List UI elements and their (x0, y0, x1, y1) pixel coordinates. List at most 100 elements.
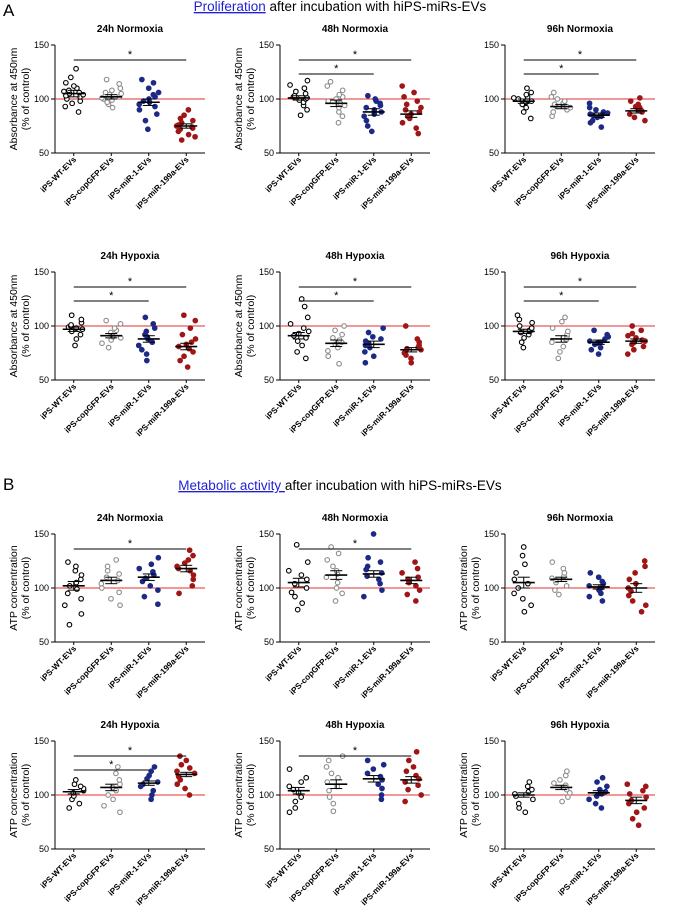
data-point (402, 798, 408, 805)
data-point (557, 777, 563, 783)
panel-letter-b: B (3, 475, 14, 494)
data-point (69, 100, 75, 107)
data-point (586, 796, 592, 803)
data-point (360, 593, 367, 600)
data-point (412, 559, 418, 565)
chart-title: 48h Hypoxia (326, 720, 385, 731)
data-point (589, 117, 596, 124)
data-point (415, 130, 422, 137)
data-point (406, 757, 412, 764)
chart-1: 24h Normoxia 50 100 150 Absorbance at 450nm(… (8, 24, 205, 211)
data-point (555, 355, 562, 362)
data-point (514, 312, 521, 319)
data-point (586, 593, 593, 600)
data-point (518, 339, 525, 346)
data-point (403, 101, 410, 108)
data-point (336, 91, 343, 98)
data-point (300, 325, 307, 332)
data-point (151, 764, 158, 770)
data-point (526, 779, 533, 785)
data-point (330, 808, 337, 815)
y-tick-label: 50 (39, 637, 49, 647)
data-point (294, 606, 301, 613)
data-point (364, 563, 371, 570)
y-axis-label: Absorbance at 450nm (8, 274, 20, 377)
data-point (341, 323, 347, 329)
data-point (292, 805, 299, 811)
data-point (521, 335, 527, 341)
data-point (330, 563, 336, 570)
data-point (626, 791, 633, 797)
data-point (552, 587, 558, 594)
data-point (287, 82, 293, 88)
y-tick-label: 100 (259, 583, 274, 593)
significance-star: * (128, 276, 133, 288)
chart-title: 24h Hypoxia (101, 251, 160, 262)
data-point (642, 783, 649, 790)
data-point (410, 764, 417, 770)
y-tick-label: 50 (39, 148, 49, 158)
data-point (148, 561, 155, 568)
data-point (588, 346, 595, 353)
data-point (513, 570, 519, 576)
data-point (378, 792, 385, 798)
data-point (113, 770, 119, 777)
data-point (150, 787, 157, 794)
data-point (599, 774, 606, 781)
data-point (186, 792, 193, 798)
y-axis-label: (% of control) (245, 295, 257, 357)
data-point (286, 809, 293, 816)
data-point (138, 346, 145, 353)
data-point (150, 91, 157, 98)
data-point (404, 591, 411, 598)
data-point (640, 343, 647, 350)
y-tick-label: 50 (39, 844, 49, 854)
data-point (143, 357, 150, 364)
data-point (364, 770, 371, 777)
data-point (118, 90, 125, 97)
data-point (411, 89, 417, 96)
data-point (638, 608, 645, 615)
y-tick-label: 100 (34, 321, 49, 331)
x-tick-label: iPS-WT-EVs (489, 155, 528, 194)
data-point (414, 565, 421, 572)
section-b-title-underlined: Metabolic activity (178, 478, 285, 493)
data-point (61, 602, 68, 609)
data-point (174, 781, 181, 788)
chart-title: 24h Normoxia (97, 24, 164, 35)
x-tick-label: iPS-WT-EVs (264, 382, 303, 421)
chart-10: 24h Hypoxia 50 100 150 ATP concentration (% o… (8, 720, 205, 907)
x-tick-label: iPS-WT-EVs (39, 382, 78, 421)
data-point (399, 570, 405, 576)
data-point (625, 332, 631, 339)
data-point (301, 85, 308, 92)
y-axis-label: ATP concentration (458, 545, 470, 631)
data-point (414, 336, 421, 342)
data-point (335, 550, 342, 557)
data-point (326, 787, 332, 794)
data-point (303, 576, 310, 583)
data-point (375, 781, 382, 788)
data-point (74, 586, 80, 592)
data-point (339, 590, 345, 597)
data-point (520, 109, 527, 115)
data-point (593, 106, 599, 113)
data-point (528, 325, 535, 332)
data-point (178, 761, 185, 768)
data-point (98, 580, 105, 587)
data-point (625, 592, 632, 599)
data-point (630, 346, 637, 353)
data-point (597, 344, 604, 351)
data-point (116, 777, 123, 783)
data-point (189, 582, 196, 589)
data-point (103, 76, 110, 83)
chart-title: 24h Normoxia (97, 513, 164, 524)
y-tick-label: 100 (34, 94, 49, 104)
data-point (294, 349, 300, 355)
data-point (510, 95, 517, 101)
data-point (529, 319, 535, 326)
data-point (99, 340, 105, 347)
data-point (635, 822, 642, 829)
data-point (624, 781, 631, 788)
data-point (365, 329, 372, 336)
